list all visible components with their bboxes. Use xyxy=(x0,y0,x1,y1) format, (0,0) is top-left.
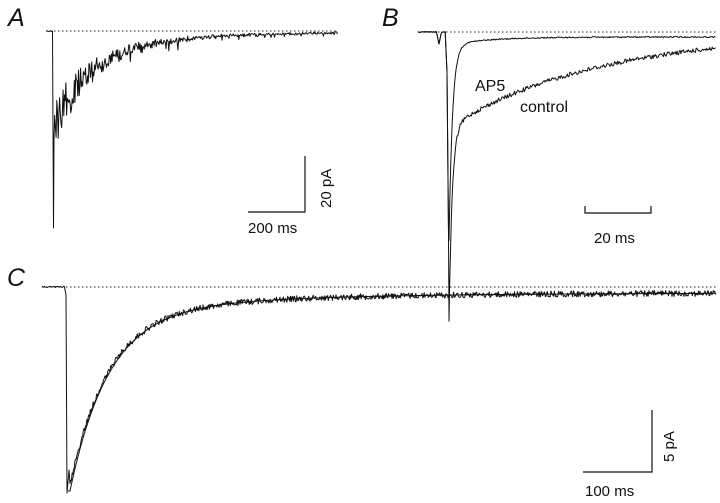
panel-c: 100 ms 5 pA xyxy=(41,285,716,500)
panel-b: AP5 control 20 ms xyxy=(417,31,716,322)
panel-a-letter: A xyxy=(6,4,25,32)
panel-c-amp-label: 5 pA xyxy=(661,431,678,462)
panel-a-scale-bar xyxy=(248,156,306,213)
panel-c-exponential-fit xyxy=(68,292,716,492)
panel-a-time-label: 200 ms xyxy=(248,220,297,237)
panel-b-ap5-trace xyxy=(417,31,716,242)
panel-c-trace xyxy=(41,285,716,494)
panel-b-letter: B xyxy=(382,4,399,32)
panel-b-time-label: 20 ms xyxy=(594,230,635,247)
panel-a: 200 ms 20 pA xyxy=(45,30,338,237)
panel-c-letter: C xyxy=(7,264,26,292)
panel-a-trace xyxy=(45,30,338,229)
panel-b-control-trace xyxy=(417,31,716,322)
panel-a-amp-label: 20 pA xyxy=(318,169,335,208)
ap5-label: AP5 xyxy=(475,78,505,95)
control-label: control xyxy=(520,99,568,116)
panel-b-scale-bar xyxy=(584,206,652,214)
panel-c-time-label: 100 ms xyxy=(585,483,634,500)
panel-c-scale-bar xyxy=(583,410,653,473)
